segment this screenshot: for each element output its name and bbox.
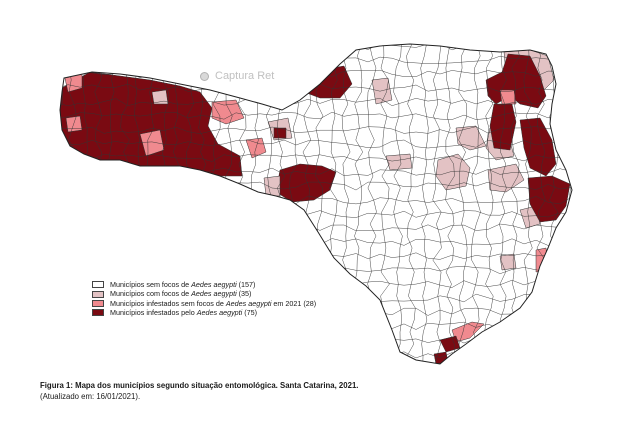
legend-label: Municípios com focos de Aedes aegypti (3… (110, 289, 252, 299)
caption-title: Figura 1: Mapa dos municípios segundo si… (40, 381, 359, 390)
region-center-small-infested (273, 127, 287, 139)
region-center-rose-2 (371, 77, 393, 105)
legend-label: Municípios infestados pelo Aedes aegypti… (110, 308, 258, 318)
capture-overlay-label: Captura Ret (215, 70, 275, 82)
region-east-rose-7 (499, 253, 517, 271)
legend-swatch (92, 281, 104, 289)
region-east-rose-1 (435, 153, 471, 191)
capture-overlay-button[interactable]: Captura Ret (200, 70, 274, 82)
caption-updated: (Atualizado em: 16/01/2021). (40, 392, 141, 401)
region-south-infested-2 (433, 351, 449, 364)
figure-caption: Figura 1: Mapa dos municípios segundo si… (40, 380, 358, 402)
legend-label: Municípios sem focos de Aedes aegypti (1… (110, 280, 256, 289)
legend-swatch (92, 299, 104, 307)
region-east-infested-3 (519, 117, 557, 177)
map-legend: Municípios sem focos de Aedes aegypti (1… (92, 280, 352, 318)
legend-swatch (92, 309, 104, 317)
legend-item-infested: Municípios infestados pelo Aedes aegypti… (92, 308, 352, 317)
region-west-pink-3 (139, 129, 165, 157)
region-west-pink-5 (65, 115, 83, 133)
region-east-pink-1 (499, 89, 517, 105)
legend-item-with-foci: Municípios com focos de Aedes aegypti (3… (92, 289, 352, 298)
legend-swatch (92, 290, 104, 298)
legend-item-no-foci: Municípios sem focos de Aedes aegypti (1… (92, 280, 352, 289)
region-east-rose-5 (487, 163, 525, 193)
record-icon (200, 71, 209, 81)
legend-item-infested-no-foci: Municípios infestados sem focos de Aedes… (92, 299, 352, 308)
legend-label: Municípios infestados sem focos de Aedes… (110, 298, 317, 308)
region-center-rose-1 (263, 175, 281, 197)
